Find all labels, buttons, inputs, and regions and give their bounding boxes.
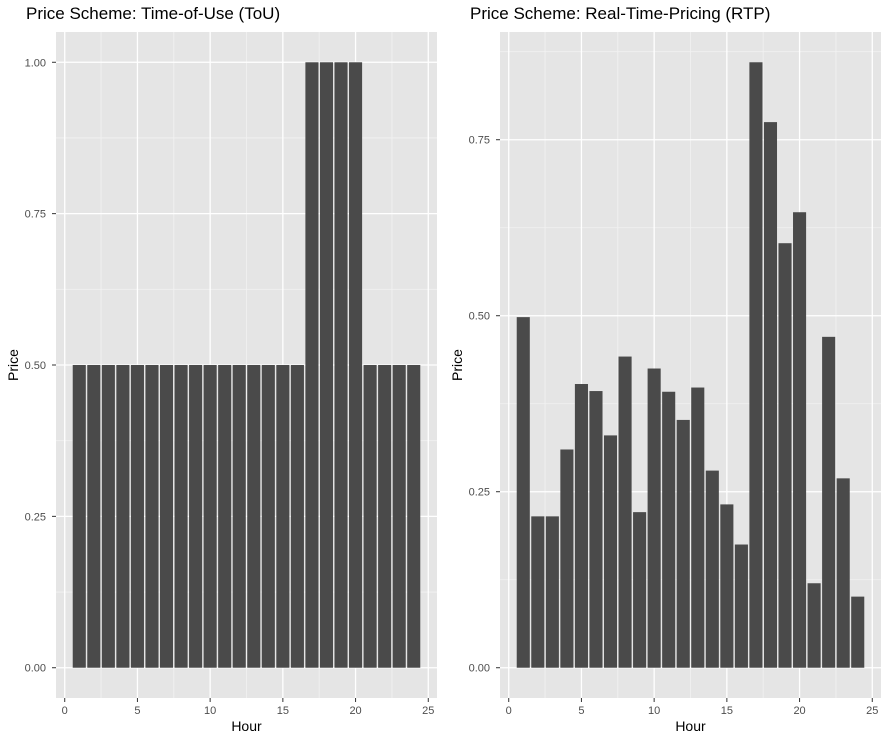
x-tick-label: 0 [62, 705, 68, 717]
bar-hour-24 [851, 596, 865, 668]
bar-hour-14 [261, 365, 275, 668]
x-tick-label: 5 [578, 705, 584, 717]
bar-hour-2 [87, 365, 101, 668]
bar-hour-2 [531, 516, 545, 668]
bar-hour-13 [691, 387, 705, 668]
bar-hour-7 [603, 435, 618, 668]
bar-hour-20 [793, 212, 807, 668]
bar-hour-22 [378, 365, 392, 668]
chart-panel-rtp: 0.00 0.25 0.50 0.75 0 5 10 15 20 25 Hour Price [449, 32, 881, 734]
bar-hour-3 [101, 365, 115, 668]
bar-hour-12 [676, 419, 690, 668]
bar-hour-4 [116, 365, 130, 668]
bar-hour-19 [778, 243, 792, 668]
x-tick-label: 5 [134, 705, 140, 717]
bar-hour-18 [763, 122, 778, 668]
bar-hour-9 [633, 512, 647, 668]
bar-hour-10 [203, 365, 217, 668]
chart-title-tou: Price Scheme: Time-of-Use (ToU) [26, 4, 281, 23]
bar-hour-17 [305, 62, 319, 668]
y-axis-title: Price [449, 349, 465, 381]
y-tick-label: 0.25 [469, 487, 490, 499]
bar-hour-21 [807, 583, 821, 668]
bar-hour-15 [276, 365, 290, 668]
y-tick-label: 0.00 [25, 663, 46, 675]
bar-hour-11 [662, 391, 676, 668]
bar-hour-24 [407, 365, 421, 668]
bar-hour-23 [836, 478, 850, 668]
bar-hour-20 [349, 62, 363, 668]
x-axis-title: Hour [231, 718, 262, 734]
bar-hour-7 [159, 365, 174, 668]
bar-hour-18 [319, 62, 334, 668]
bar-hour-17 [749, 62, 763, 668]
chart-title-rtp: Price Scheme: Real-Time-Pricing (RTP) [470, 4, 771, 23]
y-tick-label: 0.50 [25, 360, 46, 372]
y-tick-label: 0.75 [469, 135, 490, 147]
bar-hour-4 [560, 449, 574, 668]
bar-hour-10 [647, 368, 661, 668]
y-tick-label: 0.50 [469, 311, 490, 323]
x-tick-label: 15 [721, 705, 733, 717]
y-tick-label: 0.25 [25, 511, 46, 523]
chart-panel-tou: 0.00 0.25 0.50 0.75 1.00 0 5 10 15 20 25 Hour Price [5, 32, 437, 734]
bar-hour-16 [734, 544, 748, 668]
y-axis-title: Price [5, 349, 21, 381]
y-tick-label: 0.75 [25, 209, 46, 221]
bar-hour-5 [130, 365, 144, 668]
bar-hour-22 [822, 336, 836, 668]
x-tick-label: 0 [506, 705, 512, 717]
bar-hour-15 [720, 504, 734, 668]
x-tick-label: 10 [204, 705, 216, 717]
bar-hour-23 [392, 365, 406, 668]
x-tick-label: 10 [648, 705, 660, 717]
bar-hour-1 [72, 365, 86, 668]
bar-hour-3 [545, 516, 559, 668]
bar-hour-21 [363, 365, 377, 668]
bar-hour-11 [218, 365, 232, 668]
bar-hour-13 [247, 365, 261, 668]
y-tick-label: 1.00 [25, 57, 46, 69]
bar-hour-19 [334, 62, 348, 668]
bar-hour-16 [290, 365, 304, 668]
x-tick-label: 20 [793, 705, 805, 717]
bar-hour-14 [705, 470, 719, 668]
x-axis-title: Hour [675, 718, 706, 734]
y-tick-label: 0.00 [469, 663, 490, 675]
bar-hour-5 [574, 384, 588, 668]
bar-hour-9 [189, 365, 203, 668]
bar-hour-1 [516, 317, 530, 668]
bar-hour-8 [174, 365, 188, 668]
x-tick-label: 20 [349, 705, 361, 717]
x-tick-label: 25 [422, 705, 434, 717]
bar-hour-6 [145, 365, 159, 668]
bar-hour-12 [232, 365, 246, 668]
x-tick-label: 15 [277, 705, 289, 717]
bar-hour-6 [589, 391, 603, 668]
x-tick-label: 25 [866, 705, 878, 717]
bar-hour-8 [618, 356, 632, 668]
